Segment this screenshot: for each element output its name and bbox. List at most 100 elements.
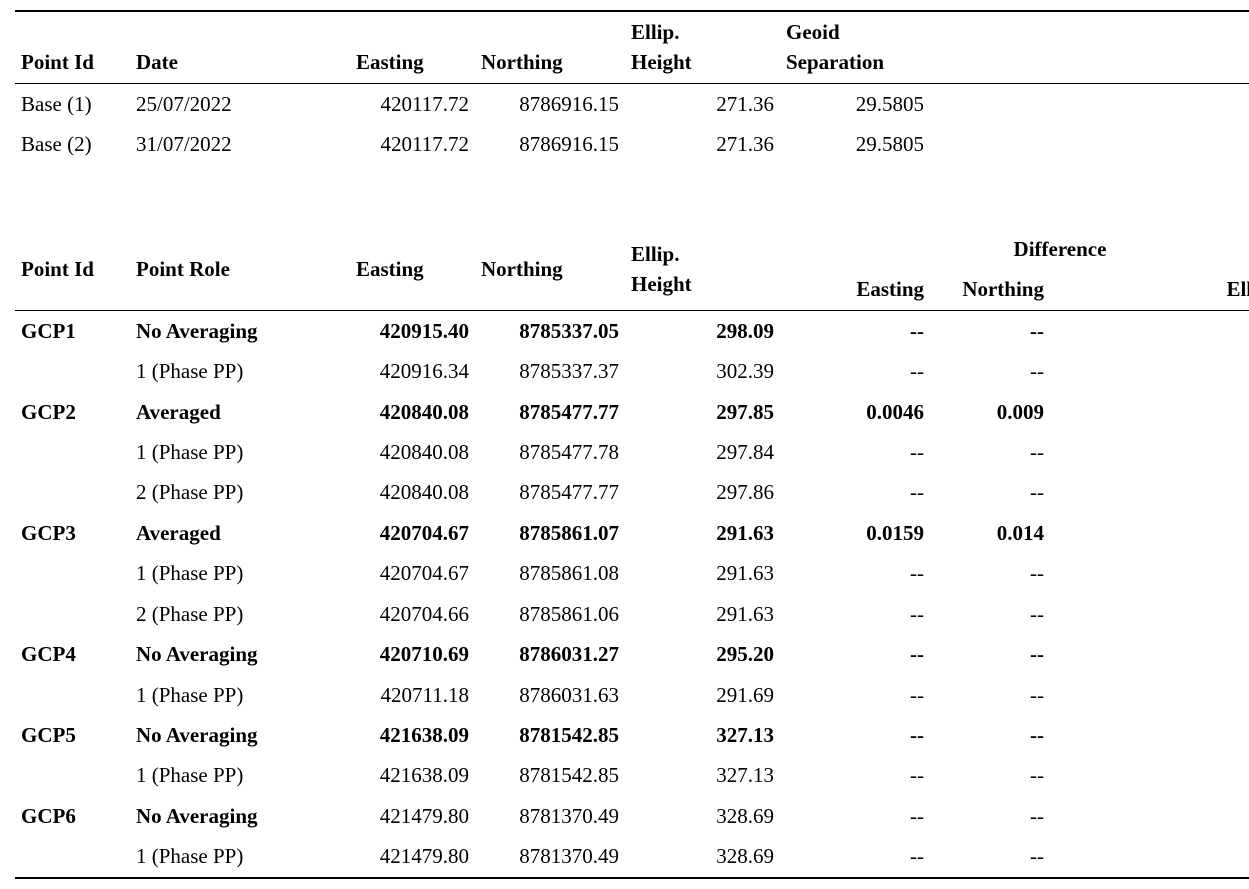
cell-easting: 420704.67 [350,553,475,593]
cell-diff-easting: -- [780,553,930,593]
cell-diff-ellip: -- [1050,634,1249,674]
cell-ellip-height: 328.69 [625,836,780,877]
cell-diff-ellip: -- [1050,351,1249,391]
cell-diff-ellip: -- [1050,310,1249,351]
cell-diff-easting: -- [780,675,930,715]
header-label: Northing [481,257,563,281]
cell-northing: 8786916.15 [475,83,625,124]
col-header-point-id: Point Id [15,11,130,83]
cell-ellip-height: 302.39 [625,351,780,391]
cell-point-id [15,351,130,391]
col-header-empty [780,229,930,269]
cell-point-role: Averaged [130,513,350,553]
cell-geoid-sep: 29.5805 [780,83,930,124]
cell-northing: 8786031.63 [475,675,625,715]
cell-easting: 420117.72 [350,124,475,164]
cell-northing: 8781542.85 [475,715,625,755]
cell-point-role: 2 (Phase PP) [130,472,350,512]
table2-body: GCP1No Averaging420915.408785337.05298.0… [15,310,1249,878]
header-label: Separation [786,50,884,74]
cell-diff-ellip: -- [1050,472,1249,512]
header-label: Easting [856,277,924,301]
cell-diff-ellip: -- [1050,796,1249,836]
cell-point-id [15,755,130,795]
cell-diff-easting: -- [780,634,930,674]
col-header-northing: Northing [475,11,625,83]
cell-point-role: 1 (Phase PP) [130,351,350,391]
cell-northing: 8786916.15 [475,124,625,164]
cell-diff-easting: -- [780,351,930,391]
cell-point-role: 1 (Phase PP) [130,755,350,795]
cell-empty [1190,83,1249,124]
cell-empty [1050,124,1190,164]
cell-point-id: GCP6 [15,796,130,836]
cell-easting: 421638.09 [350,715,475,755]
cell-point-id [15,836,130,877]
cell-ellip-height: 291.63 [625,594,780,634]
cell-diff-northing: -- [930,755,1050,795]
table-row: GCP1No Averaging420915.408785337.05298.0… [15,310,1249,351]
page-root: Point Id Date Easting Northing Ellip. He… [0,0,1249,889]
cell-ellip-height: 291.63 [625,513,780,553]
cell-northing: 8781370.49 [475,836,625,877]
cell-ellip-height: 297.86 [625,472,780,512]
table-row: Base (2) 31/07/2022 420117.72 8786916.15… [15,124,1249,164]
cell-point-role: No Averaging [130,634,350,674]
col-header-empty [1190,229,1249,269]
cell-date: 31/07/2022 [130,124,350,164]
cell-northing: 8785337.05 [475,310,625,351]
cell-point-role: No Averaging [130,796,350,836]
cell-date: 25/07/2022 [130,83,350,124]
cell-diff-easting: -- [780,432,930,472]
header-label: Height [631,272,692,296]
cell-point-id [15,553,130,593]
cell-diff-easting: -- [780,472,930,512]
cell-easting: 421479.80 [350,836,475,877]
cell-northing: 8785861.06 [475,594,625,634]
cell-diff-northing: 0.014 [930,513,1050,553]
cell-point-role: 1 (Phase PP) [130,836,350,877]
cell-diff-easting: -- [780,594,930,634]
cell-point-role: Averaged [130,392,350,432]
cell-northing: 8781370.49 [475,796,625,836]
col-header-date: Date [130,11,350,83]
cell-diff-northing: -- [930,310,1050,351]
cell-diff-ellip: -- [1050,594,1249,634]
cell-point-id: GCP2 [15,392,130,432]
cell-diff-northing: -- [930,594,1050,634]
cell-point-id: Base (2) [15,124,130,164]
col-header-empty [1050,11,1190,83]
col-header-d-northing: Northing [930,269,1050,310]
cell-ellip-height: 297.85 [625,392,780,432]
cell-diff-northing: -- [930,836,1050,877]
table-row: 1 (Phase PP)421479.808781370.49328.69---… [15,836,1249,877]
cell-point-id: GCP5 [15,715,130,755]
cell-empty [930,124,1050,164]
cell-easting: 420711.18 [350,675,475,715]
cell-easting: 420704.67 [350,513,475,553]
cell-point-id [15,432,130,472]
cell-northing: 8786031.27 [475,634,625,674]
cell-diff-easting: -- [780,310,930,351]
col-header-d-ellip: Ellip. Hgt [1050,269,1249,310]
cell-ellip-height: 327.13 [625,715,780,755]
header-label: Point Id [21,257,94,281]
col-header-easting: Easting [350,229,475,310]
cell-point-id [15,675,130,715]
cell-point-id: Base (1) [15,83,130,124]
cell-diff-northing: -- [930,472,1050,512]
col-header-ellip-height: Ellip. Height [625,229,780,310]
cell-easting: 420710.69 [350,634,475,674]
col-header-ellip-height: Ellip. Height [625,11,780,83]
header-label: Northing [481,25,619,77]
table-row: 2 (Phase PP)420840.088785477.77297.86---… [15,472,1249,512]
header-label: Point Role [136,257,230,281]
survey-table: Point Id Date Easting Northing Ellip. He… [15,10,1249,879]
cell-ellip-height: 271.36 [625,83,780,124]
cell-ellip-height: 297.84 [625,432,780,472]
col-header-empty [930,11,1050,83]
header-label: Point Id [21,25,124,77]
table-row: GCP2Averaged420840.088785477.77297.850.0… [15,392,1249,432]
cell-northing: 8785477.78 [475,432,625,472]
cell-easting: 421638.09 [350,755,475,795]
